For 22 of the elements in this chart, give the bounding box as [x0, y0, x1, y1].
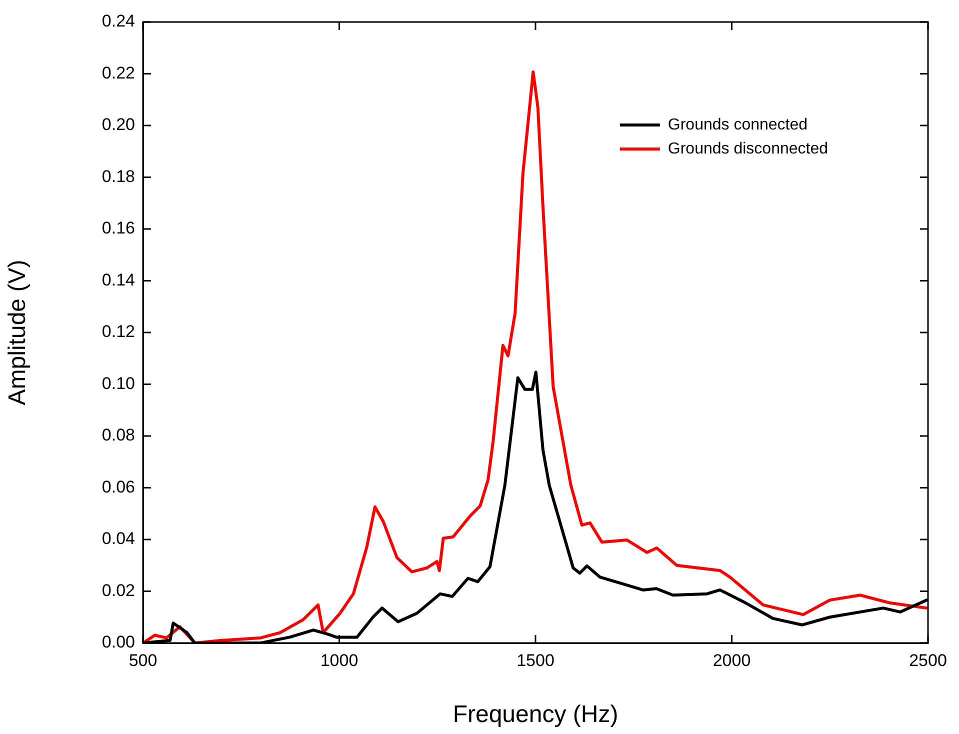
y-tick-label: 0.14: [102, 270, 135, 290]
y-tick-label: 0.16: [102, 218, 135, 238]
y-tick-label: 0.22: [102, 63, 135, 82]
x-axis-title: Frequency (Hz): [452, 701, 618, 728]
y-axis-title: Amplitude (V): [4, 260, 32, 406]
x-tick-label: 500: [128, 650, 158, 670]
y-tick-label: 0.08: [102, 426, 135, 445]
x-tick-label: 1500: [516, 650, 554, 670]
y-tick-label: 0.18: [102, 166, 135, 186]
y-tick-label: 0.02: [102, 580, 135, 600]
legend-label: Grounds disconnected: [668, 140, 828, 158]
x-tick-label: 2500: [909, 650, 947, 670]
y-tick-label: 0.20: [102, 115, 135, 134]
y-tick-label: 0.06: [102, 477, 135, 496]
y-tick-label: 0.00: [102, 632, 135, 652]
legend-label: Grounds connected: [668, 116, 808, 134]
x-tick-label: 2000: [712, 650, 751, 670]
y-tick-label: 0.12: [102, 322, 135, 342]
x-tick-label: 1000: [320, 650, 358, 670]
y-tick-label: 0.04: [102, 529, 135, 548]
y-tick-label: 0.10: [102, 374, 135, 393]
y-tick-label: 0.24: [102, 12, 135, 31]
